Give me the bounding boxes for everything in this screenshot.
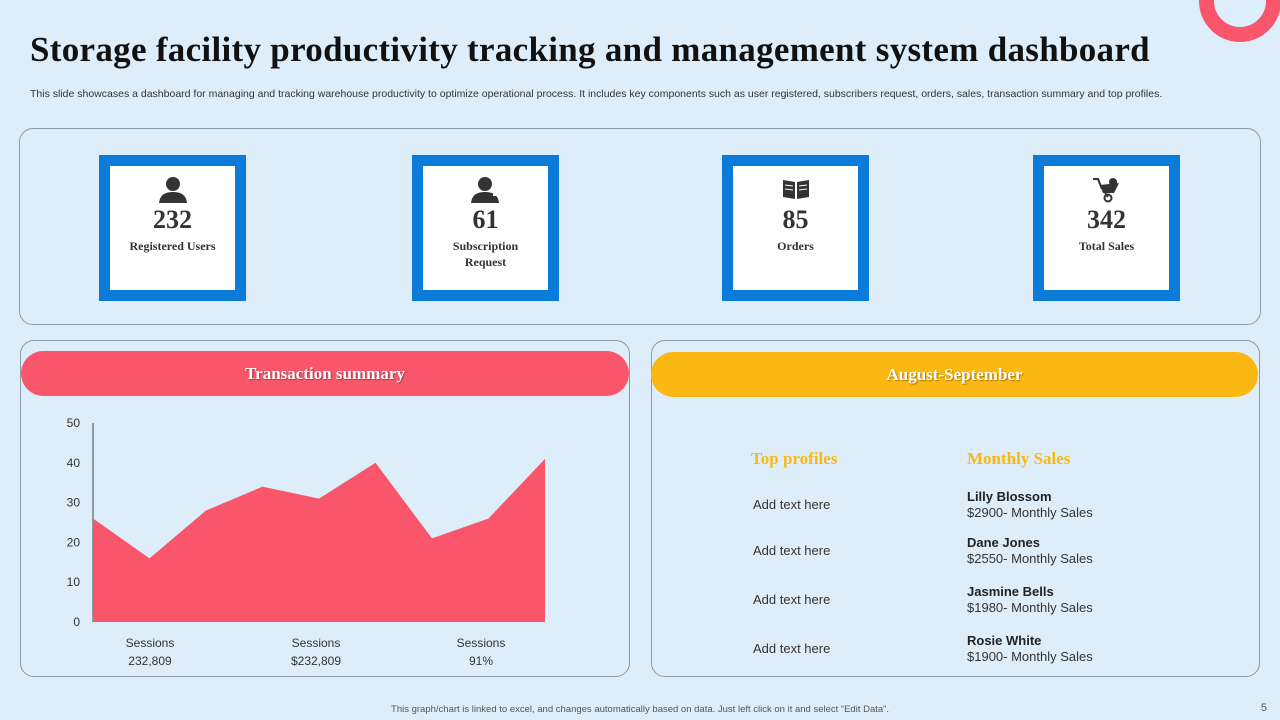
kpi-card-registered-users: 232 Registered Users (99, 155, 246, 301)
page-number: 5 (1260, 702, 1267, 714)
y-tick-label: 40 (67, 456, 81, 470)
kpi-label: Total Sales (1078, 239, 1135, 253)
profile-name: Lilly Blossom (967, 489, 1052, 504)
profile-sales: $1900- Monthly Sales (967, 649, 1093, 664)
session-value: 91% (469, 654, 493, 668)
profile-row-text: Add text here (753, 497, 831, 512)
kpi-value: 61 (472, 205, 499, 234)
transaction-summary-header: Transaction summary (21, 351, 629, 396)
kpi-card-subscription-request: 61 Subscription Request (412, 155, 559, 301)
profile-sales: $1980- Monthly Sales (967, 600, 1093, 615)
profile-name: Dane Jones (967, 535, 1040, 550)
top-profiles-heading: Top profiles (751, 449, 838, 468)
kpi-value: 85 (782, 205, 809, 234)
profile-name: Jasmine Bells (967, 584, 1054, 599)
profile-name: Rosie White (967, 633, 1042, 648)
profile-row-text: Add text here (753, 592, 831, 607)
session-label-2: Sessions $232,809 (291, 636, 341, 668)
profile-row-text: Add text here (753, 641, 831, 656)
wheelbarrow-icon (1091, 175, 1123, 203)
session-label-3: Sessions 91% (457, 636, 506, 668)
profile-sales: $2900- Monthly Sales (967, 505, 1093, 520)
y-tick-label: 0 (73, 615, 80, 629)
y-tick-label: 30 (67, 496, 81, 510)
monthly-sales-heading: Monthly Sales (967, 449, 1071, 468)
kpi-label: Registered Users (129, 239, 216, 253)
profile-row-sales: Lilly Blossom $2900- Monthly Sales (967, 489, 1093, 521)
profile-row-text: Add text here (753, 543, 831, 558)
decorative-ring (1199, 0, 1280, 42)
session-label: Sessions (126, 636, 175, 650)
book-icon (780, 175, 812, 203)
page-subtitle: This slide showcases a dashboard for man… (30, 88, 1163, 100)
profile-row-sales: Rosie White $1900- Monthly Sales (967, 633, 1093, 665)
page-title: Storage facility productivity tracking a… (30, 30, 1150, 69)
profile-row-sales: Dane Jones $2550- Monthly Sales (967, 535, 1093, 567)
session-label: Sessions (292, 636, 341, 650)
user-request-icon (470, 175, 502, 203)
kpi-label: Subscription Request (452, 239, 519, 269)
user-icon (157, 175, 189, 203)
session-value: 232,809 (128, 654, 172, 668)
y-tick-label: 50 (67, 416, 81, 430)
session-label: Sessions (457, 636, 506, 650)
session-value: $232,809 (291, 654, 341, 668)
session-label-1: Sessions 232,809 (126, 636, 175, 668)
kpi-label: Orders (777, 239, 814, 253)
kpi-card-orders: 85 Orders (722, 155, 869, 301)
period-header: August-September (651, 352, 1258, 397)
kpi-value: 232 (153, 205, 192, 234)
area-series (93, 458, 545, 622)
y-tick-label: 20 (67, 535, 81, 549)
y-tick-label: 10 (67, 575, 81, 589)
kpi-value: 342 (1087, 205, 1126, 234)
profile-row-sales: Jasmine Bells $1980- Monthly Sales (967, 584, 1093, 616)
kpi-card-total-sales: 342 Total Sales (1033, 155, 1180, 301)
transaction-area-chart: 0 10 20 30 40 50 Sessions 232,809 Sessions $2… (67, 416, 546, 668)
footer-note: This graph/chart is linked to excel, and… (391, 704, 889, 715)
profile-sales: $2550- Monthly Sales (967, 551, 1093, 566)
